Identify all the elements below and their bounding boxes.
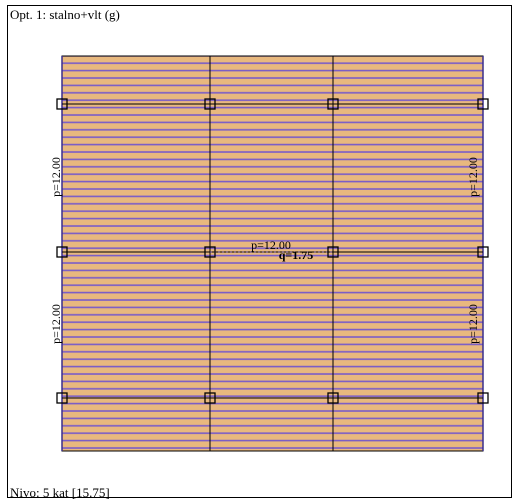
column [56,246,68,258]
column [204,392,216,404]
load-case-title: Opt. 1: stalno+vlt (g) [10,7,120,22]
column [477,392,489,404]
column [56,98,68,110]
columns[interactable] [56,98,489,404]
column [204,98,216,110]
column [477,246,489,258]
column [327,246,339,258]
load-label-left-top: p=12.00 [49,157,63,197]
column [477,98,489,110]
slab-area[interactable] [61,55,484,452]
column [56,392,68,404]
column [204,246,216,258]
load-label-left-bottom: p=12.00 [49,304,63,344]
load-label-right-top: p=12.00 [466,157,480,197]
column [327,392,339,404]
load-label-center-p: p=12.00 [251,238,291,252]
load-label-right-bottom: p=12.00 [466,304,480,344]
level-label: Nivo: 5 kat [15.75] [10,485,110,500]
beam-lines [62,56,483,451]
column [327,98,339,110]
load-label-center-q: q=1.75 [279,248,314,262]
